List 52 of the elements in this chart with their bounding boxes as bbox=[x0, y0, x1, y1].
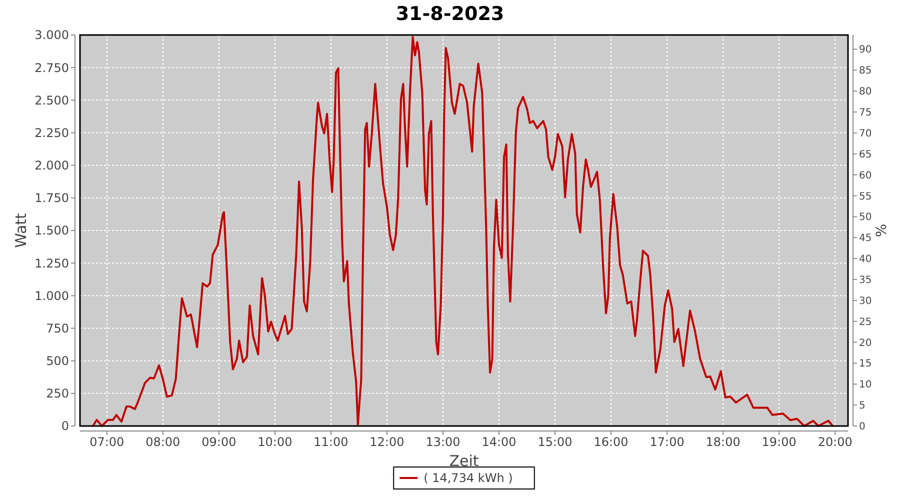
x-tick-label: 09:00 bbox=[202, 435, 236, 449]
y2-tick-label: 10 bbox=[859, 380, 872, 391]
y2-tick-label: 5 bbox=[859, 400, 866, 412]
y2-tick-label: 35 bbox=[859, 274, 872, 286]
y2-tick-label: 70 bbox=[859, 128, 872, 140]
y2-tick-label: 40 bbox=[859, 254, 872, 266]
y2-tick-label: 75 bbox=[859, 108, 872, 119]
x-tick-label: 13:00 bbox=[426, 435, 460, 449]
x-tick-label: 10:00 bbox=[258, 435, 292, 449]
y2-tick-label: 25 bbox=[859, 316, 872, 328]
x-tick-label: 11:00 bbox=[314, 435, 348, 449]
y-tick-label: 500 bbox=[46, 354, 69, 368]
x-tick-label: 14:00 bbox=[482, 435, 516, 449]
x-tick-label: 19:00 bbox=[762, 435, 796, 449]
x-tick-label: 18:00 bbox=[706, 435, 740, 449]
y-axis-title: Watt bbox=[12, 212, 30, 248]
y2-tick-label: 30 bbox=[859, 296, 872, 307]
y2-tick-label: 60 bbox=[859, 170, 872, 182]
y-tick-label: 1.250 bbox=[34, 256, 69, 270]
x-axis-title: Zeit bbox=[449, 452, 479, 470]
y2-tick-label: 0 bbox=[859, 422, 866, 432]
x-tick-label: 17:00 bbox=[650, 435, 684, 449]
legend-label: ( 14,734 kWh ) bbox=[424, 471, 513, 486]
y2-tick-label: 15 bbox=[859, 358, 872, 370]
y2-tick-label: 20 bbox=[859, 338, 872, 349]
y2-tick-label: 90 bbox=[859, 44, 872, 56]
x-tick-label: 20:00 bbox=[818, 435, 852, 449]
y2-tick-label: 50 bbox=[859, 212, 872, 224]
x-tick-label: 12:00 bbox=[370, 435, 404, 449]
y2-axis-title: % bbox=[874, 224, 890, 238]
line-series bbox=[92, 36, 834, 427]
y-tick-label: 0 bbox=[61, 419, 69, 434]
y-tick-label: 750 bbox=[46, 321, 69, 336]
y-tick-label: 2.500 bbox=[34, 93, 69, 108]
y-tick-label: 1.500 bbox=[34, 224, 69, 238]
y-tick-label: 1.000 bbox=[34, 288, 69, 303]
x-tick-label: 15:00 bbox=[538, 435, 572, 449]
y-tick-label: 1.750 bbox=[34, 191, 69, 206]
y-tick-label: 2.250 bbox=[34, 126, 69, 140]
y-tick-label: 2.750 bbox=[34, 60, 69, 75]
x-tick-label: 07:00 bbox=[90, 435, 124, 449]
x-tick-label: 16:00 bbox=[594, 435, 628, 449]
y-tick-label: 3.000 bbox=[34, 28, 69, 42]
y2-tick-label: 65 bbox=[859, 149, 872, 160]
y-tick-label: 2.000 bbox=[34, 158, 69, 173]
y2-tick-label: 55 bbox=[859, 191, 872, 202]
y2-tick-label: 45 bbox=[859, 233, 872, 244]
y2-tick-label: 80 bbox=[859, 86, 872, 98]
y-tick-label: 250 bbox=[46, 386, 69, 401]
x-tick-label: 08:00 bbox=[146, 435, 180, 449]
y2-tick-label: 85 bbox=[859, 66, 872, 77]
chart-title: 31-8-2023 bbox=[396, 3, 504, 25]
